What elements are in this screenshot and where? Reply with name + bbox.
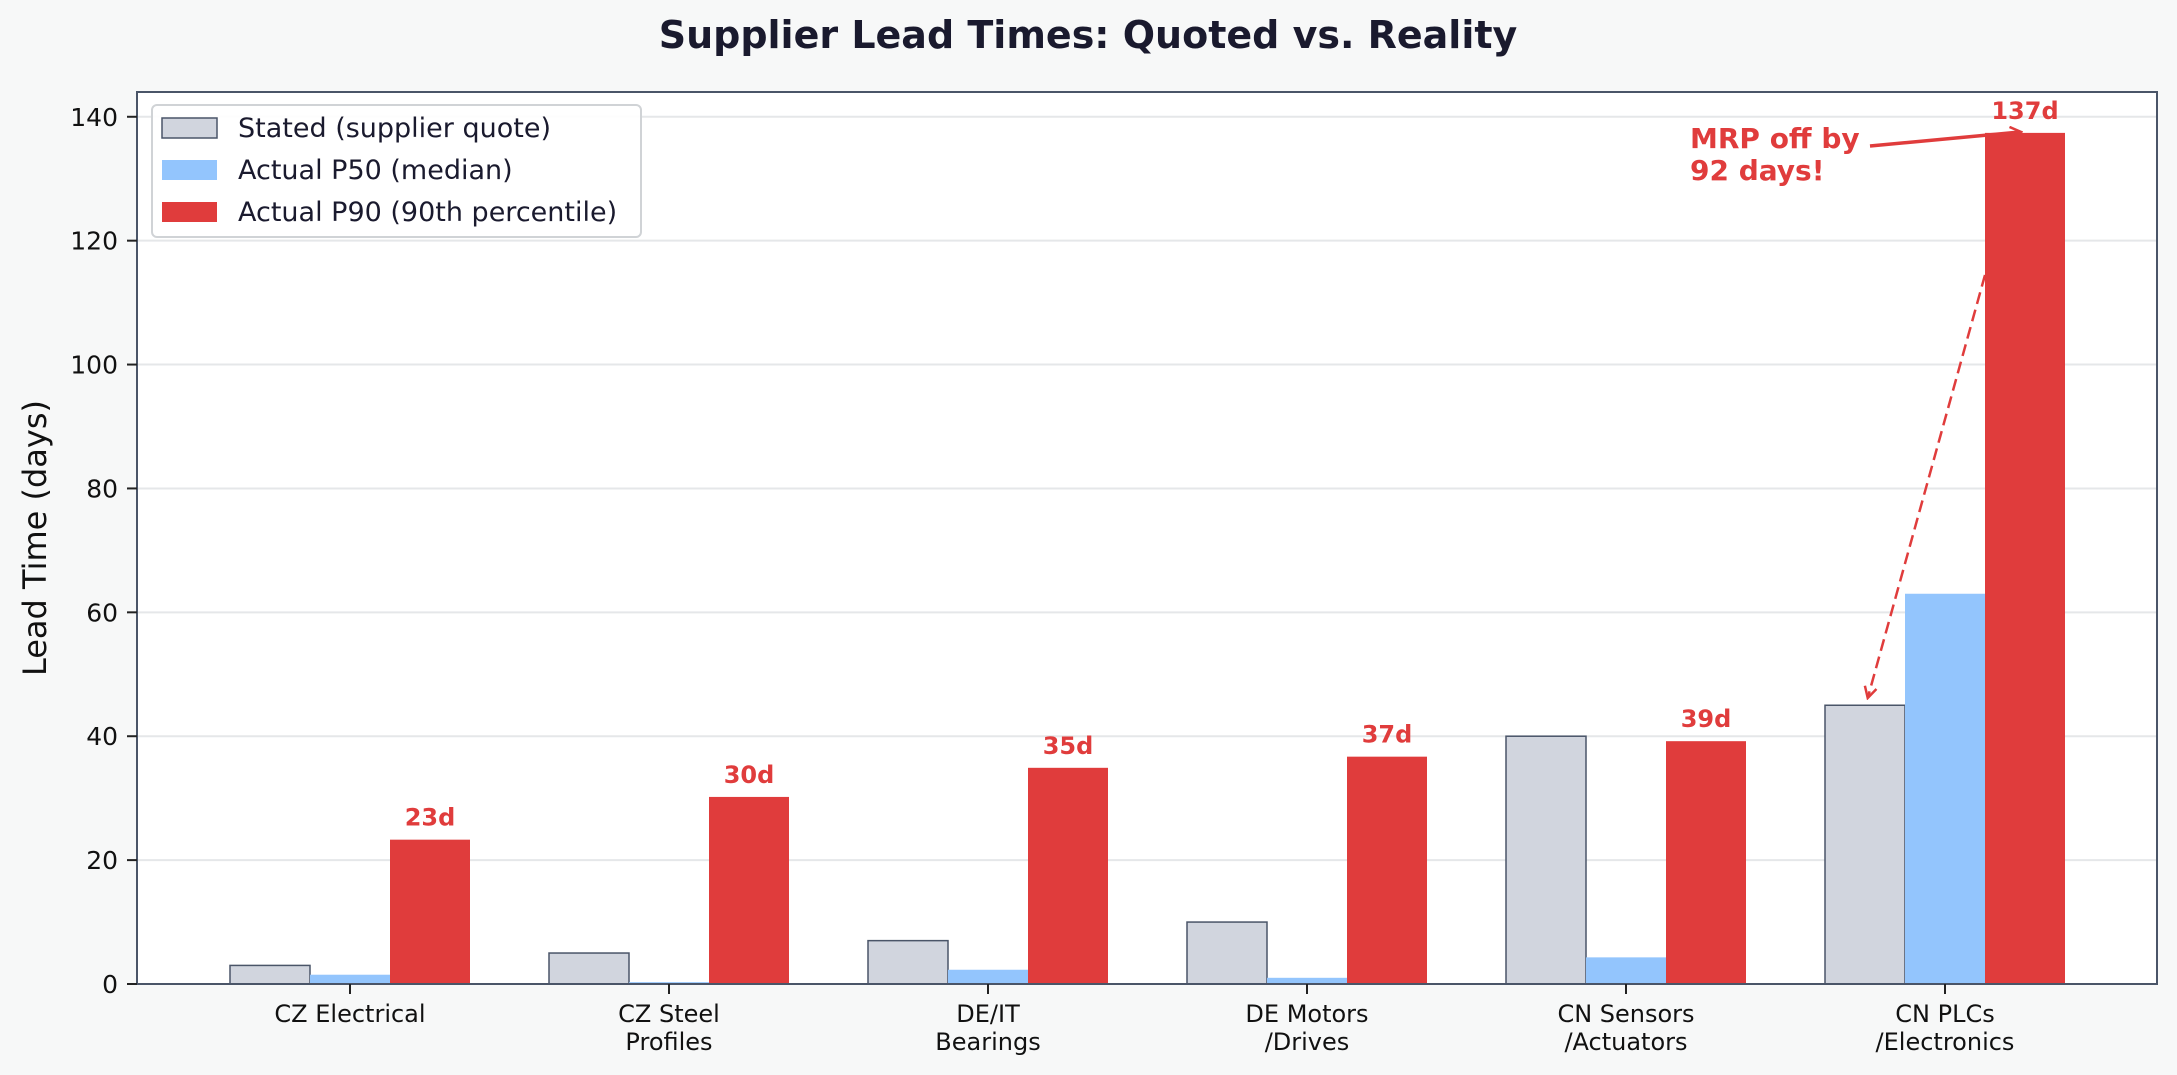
legend-box (151, 104, 642, 238)
y-tick-label: 0 (102, 970, 118, 999)
value-label: 35d (1043, 732, 1094, 760)
annotation-text-line1: MRP off by (1690, 122, 1860, 155)
y-axis-label: Lead Time (days) (16, 400, 54, 676)
legend: Stated (supplier quote) Actual P50 (media… (151, 104, 642, 238)
value-label: 30d (724, 761, 775, 789)
annotation-arrow-dashed (1868, 274, 1987, 697)
value-label: 23d (405, 804, 456, 832)
bar-p50 (1267, 977, 1347, 984)
y-tick-label: 100 (70, 351, 118, 380)
x-tick-label: DE/IT (956, 1000, 1020, 1028)
legend-swatch (162, 202, 217, 222)
bar-p90 (1028, 767, 1108, 984)
value-label: 137d (1991, 97, 2058, 125)
x-tick-label: /Drives (1265, 1028, 1350, 1056)
y-tick-label: 60 (86, 598, 118, 627)
x-tick-label: CN Sensors (1557, 1000, 1694, 1028)
x-tick-label: CZ Electrical (274, 1000, 425, 1028)
y-tick-label: 80 (86, 474, 118, 503)
chart-title: Supplier Lead Times: Quoted vs. Reality (659, 13, 1518, 57)
bar-p50 (1905, 593, 1985, 984)
annotation-arrow-solid (1869, 132, 2020, 148)
y-tick-label: 20 (86, 846, 118, 875)
x-tick-label: CZ Steel (618, 1000, 720, 1028)
legend-label: Actual P90 (90th percentile) (238, 197, 617, 228)
bar-p90 (709, 796, 789, 984)
bar-p50 (310, 974, 390, 984)
legend-swatch (161, 117, 218, 139)
value-label: 37d (1362, 721, 1413, 749)
x-tick-label: /Actuators (1564, 1028, 1687, 1056)
bar-stated (1824, 704, 1906, 985)
legend-label: Stated (supplier quote) (238, 113, 551, 144)
bar-stated (1505, 735, 1587, 985)
y-tick-label: 120 (70, 227, 118, 256)
bar-p50 (1586, 957, 1666, 984)
bar-stated (229, 964, 311, 985)
legend-swatch (162, 160, 217, 180)
value-label: 39d (1681, 705, 1732, 733)
bar-stated (548, 952, 630, 985)
legend-label: Actual P50 (median) (238, 155, 513, 186)
value-labels: 23d 30d 35d 37d 39d 137d (405, 97, 2059, 832)
x-tick-label: /Electronics (1876, 1028, 2015, 1056)
bar-stated (1186, 921, 1268, 985)
y-tick-label: 40 (86, 722, 118, 751)
bar-p90 (1347, 756, 1427, 984)
plot-frame (136, 91, 2158, 985)
annotation-text-line2: 92 days! (1690, 154, 1824, 187)
y-axis: 0 20 40 60 80 100 120 140 (70, 103, 137, 999)
gridlines (137, 115, 2157, 862)
bars (229, 132, 2065, 985)
bar-p90 (1666, 741, 1746, 984)
y-tick-label: 140 (70, 103, 118, 132)
annotation: MRP off by 92 days! (1690, 122, 2020, 697)
bar-stated (867, 939, 949, 985)
bar-p90 (1985, 132, 2065, 985)
x-tick-label: DE Motors (1245, 1000, 1368, 1028)
x-tick-label: CN PLCs (1895, 1000, 1994, 1028)
bar-p50 (948, 969, 1028, 984)
x-tick-label: Profiles (625, 1028, 712, 1056)
bar-p90 (390, 839, 470, 984)
x-tick-label: Bearings (935, 1028, 1040, 1056)
